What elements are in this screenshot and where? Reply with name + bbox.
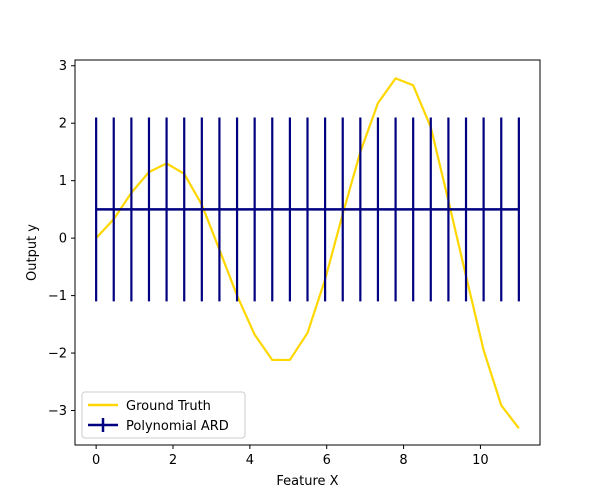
legend: Ground Truth Polynomial ARD — [81, 391, 246, 439]
legend-box — [81, 391, 246, 439]
axes-frame — [74, 59, 541, 446]
y-axis: −3 −2 −1 0 1 2 3 — [48, 59, 75, 419]
x-tick-label: 2 — [169, 453, 177, 468]
x-tick-label: 6 — [323, 453, 331, 468]
y-tick-label: −2 — [48, 347, 67, 362]
x-tick-label: 8 — [399, 453, 407, 468]
y-tick-label: −3 — [48, 404, 67, 419]
y-tick-label: 2 — [59, 117, 67, 132]
legend-label-polynomial-ard: Polynomial ARD — [126, 419, 229, 434]
y-tick-label: 3 — [59, 59, 67, 74]
x-axis: 0 2 4 6 8 10 — [92, 445, 489, 468]
plot-area — [95, 77, 520, 430]
x-tick-label: 10 — [472, 453, 489, 468]
y-tick-label: −1 — [48, 289, 67, 304]
x-tick-label: 0 — [92, 453, 100, 468]
x-tick-label: 4 — [246, 453, 254, 468]
y-tick-label: 0 — [59, 232, 67, 247]
y-tick-label: 1 — [59, 174, 67, 189]
y-axis-label: Output y — [25, 224, 40, 281]
legend-label-ground-truth: Ground Truth — [126, 399, 211, 414]
x-axis-label: Feature X — [276, 474, 338, 489]
